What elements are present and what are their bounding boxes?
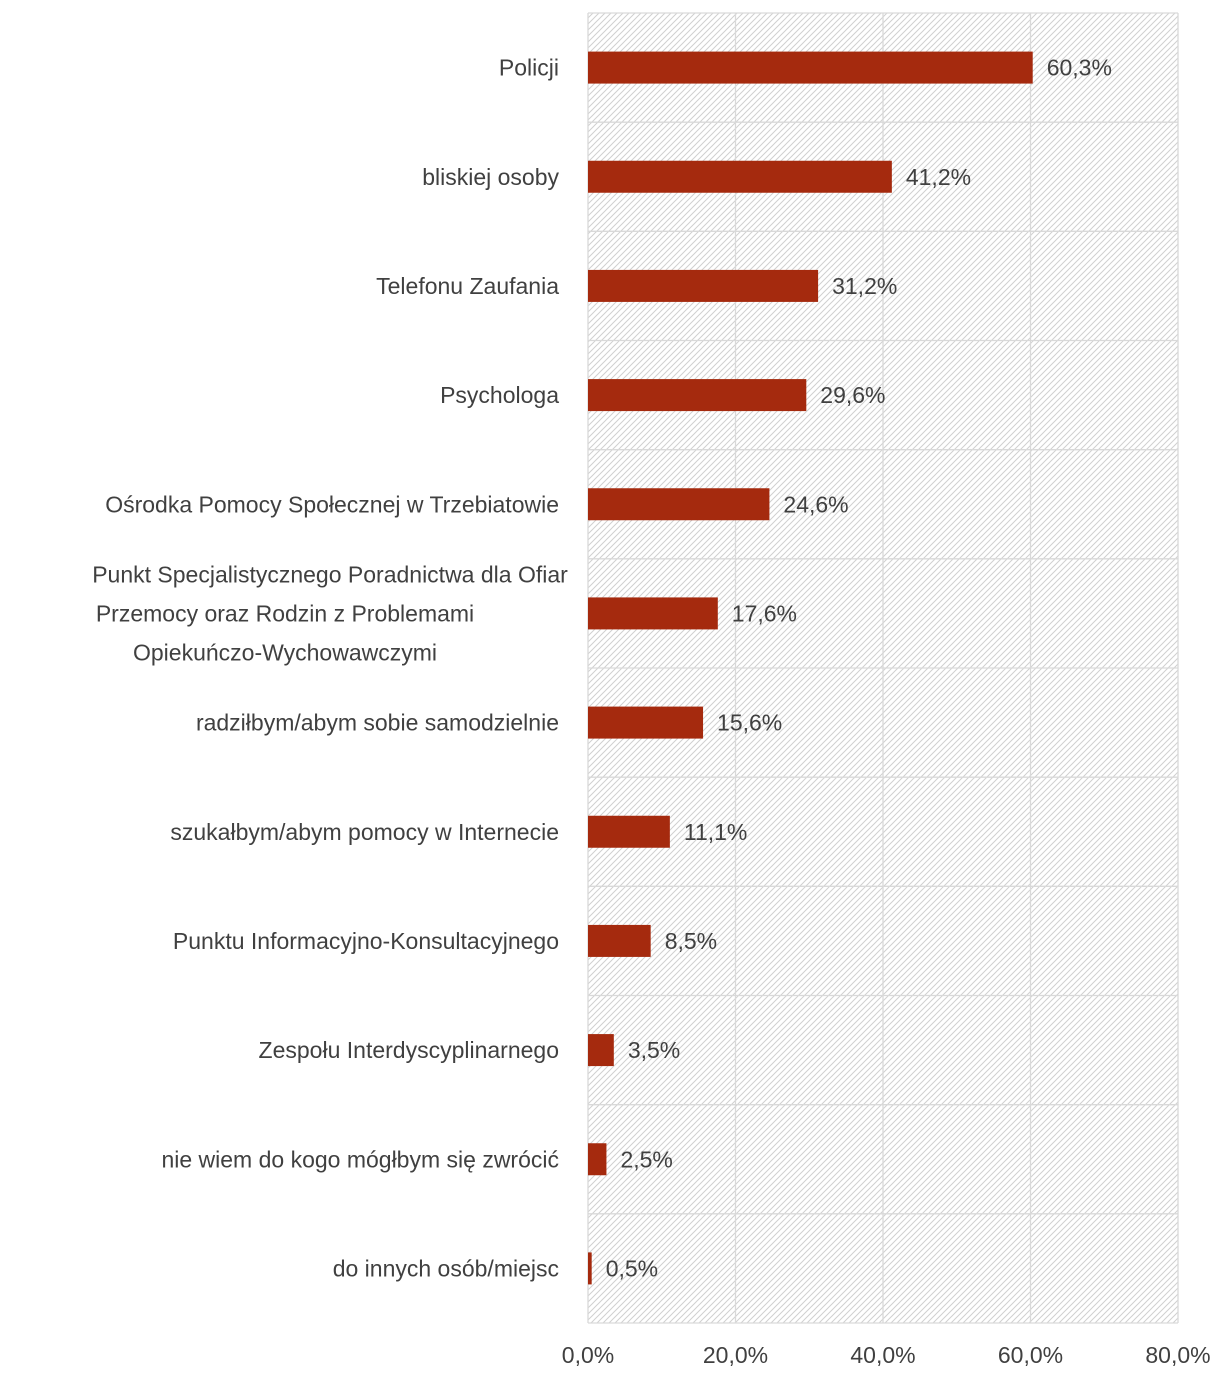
x-tick-label: 80,0% bbox=[1145, 1342, 1210, 1368]
bar bbox=[588, 815, 670, 848]
bar bbox=[588, 1252, 592, 1285]
bar bbox=[588, 597, 718, 630]
data-label: 24,6% bbox=[783, 491, 848, 517]
category-label: Policji bbox=[499, 55, 559, 81]
x-axis-tick-labels: 0,0% 20,0% 40,0% 60,0% 80,0% bbox=[562, 1342, 1211, 1368]
data-label: 0,5% bbox=[606, 1255, 658, 1281]
bars bbox=[588, 51, 1033, 1285]
category-label: Przemocy oraz Rodzin z Problemami bbox=[96, 600, 474, 626]
bar bbox=[588, 924, 651, 957]
category-label: szukałbym/abym pomocy w Internecie bbox=[170, 819, 559, 845]
x-tick-label: 40,0% bbox=[850, 1342, 915, 1368]
data-label: 15,6% bbox=[717, 710, 782, 736]
x-tick-label: 0,0% bbox=[562, 1342, 614, 1368]
category-label: bliskiej osoby bbox=[422, 164, 559, 190]
category-label: radziłbym/abym sobie samodzielnie bbox=[196, 710, 559, 736]
x-tick-label: 60,0% bbox=[998, 1342, 1063, 1368]
data-label: 17,6% bbox=[732, 600, 797, 626]
data-label: 41,2% bbox=[906, 164, 971, 190]
data-label: 8,5% bbox=[665, 928, 717, 954]
category-label: Psychologa bbox=[440, 382, 559, 408]
bar bbox=[588, 269, 819, 302]
data-label: 3,5% bbox=[628, 1037, 680, 1063]
bar bbox=[588, 51, 1033, 84]
value-labels: 60,3% 41,2% 31,2% 29,6% 24,6% 17,6% 15,6% 11,1%… bbox=[606, 55, 1112, 1282]
category-label: do innych osób/miejsc bbox=[333, 1255, 559, 1281]
data-label: 11,1% bbox=[684, 819, 748, 845]
data-label: 2,5% bbox=[620, 1146, 672, 1172]
data-label: 60,3% bbox=[1047, 55, 1112, 81]
gridlines bbox=[587, 12, 1179, 1324]
data-label: 31,2% bbox=[832, 273, 897, 299]
category-labels: Policji bliskiej osoby Telefonu Zaufania Ps… bbox=[92, 55, 568, 1282]
category-label: Punktu Informacyjno-Konsultacyjnego bbox=[173, 928, 559, 954]
category-label: nie wiem do kogo mógłbym się zwrócić bbox=[161, 1146, 559, 1172]
bar bbox=[588, 160, 892, 193]
category-label: Ośrodka Pomocy Społecznej w Trzebiatowie bbox=[105, 491, 559, 517]
category-label: Telefonu Zaufania bbox=[376, 273, 559, 299]
category-label: Opiekuńczo-Wychowawczymi bbox=[133, 639, 437, 665]
category-label: Punkt Specjalistycznego Poradnictwa dla … bbox=[92, 561, 568, 587]
bar bbox=[588, 1143, 607, 1176]
category-label: Zespołu Interdyscyplinarnego bbox=[259, 1037, 559, 1063]
bar bbox=[588, 706, 704, 739]
x-tick-label: 20,0% bbox=[703, 1342, 768, 1368]
bar bbox=[588, 488, 770, 521]
bar bbox=[588, 379, 807, 412]
bar bbox=[588, 1034, 614, 1067]
data-label: 29,6% bbox=[820, 382, 885, 408]
